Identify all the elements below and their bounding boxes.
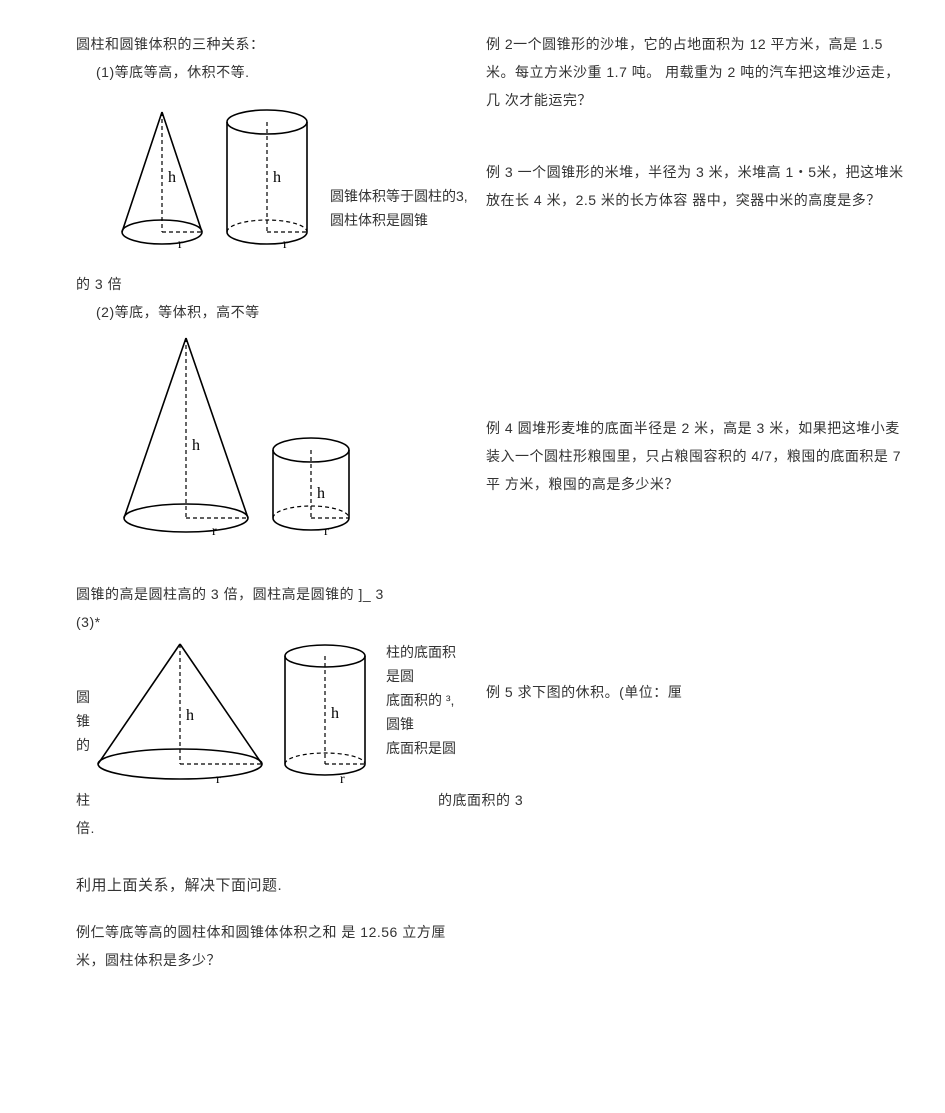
svg-text:h: h <box>168 169 176 186</box>
figure3-left-label: 圆锥的 <box>76 665 90 757</box>
svg-text:r: r <box>216 772 221 786</box>
svg-text:h: h <box>317 485 325 502</box>
svg-text:r: r <box>212 524 217 539</box>
example-1: 例仁等底等高的圆柱体和圆锥体体积之和 是 12.56 立方厘米，圆柱体积是多少？ <box>76 918 468 974</box>
example-2: 例 2一个圆锥形的沙堆，它的占地面积为 12 平方米，高是 1.5 米。每立方米… <box>486 30 905 114</box>
case3-heading: (3)* <box>76 608 468 636</box>
case1-heading: (1)等底等高，休积不等. <box>76 58 468 86</box>
svg-text:r: r <box>324 524 329 539</box>
figure1-caption: 圆锥体积等于圆柱的3,圆柱体积是圆锥 <box>322 184 468 252</box>
figure3-right-label: 柱的底面积是圆 底面积的 ³,圆锥 底面积是圆 <box>380 640 468 786</box>
case3-tail2: 倍. <box>76 814 468 842</box>
svg-text:h: h <box>273 169 281 186</box>
case1-tail: 的 3 倍 <box>76 270 468 298</box>
figure-2: h r h r <box>106 330 468 540</box>
figure3-row: 圆锥的 h r h r <box>76 636 468 786</box>
svg-text:h: h <box>192 437 200 454</box>
figure-1: h r h r <box>112 92 322 252</box>
figure-3: h r h r <box>90 636 380 786</box>
example-4: 例 4 圆堆形麦堆的底面半径是 2 米，高是 3 米，如果把这堆小麦装入一个圆柱… <box>486 414 905 498</box>
case3-tail1: 柱 的底面积的 3 <box>76 786 468 814</box>
case2-heading: (2)等底，等体积，高不等 <box>76 298 468 326</box>
use-relations: 利用上面关系，解决下面问题. <box>76 872 468 900</box>
example-3: 例 3 一个圆锥形的米堆，半径为 3 米，米堆高 1・5米，把这堆米放在长 4 … <box>486 158 905 214</box>
title: 圆柱和圆锥体积的三种关系： <box>76 30 468 58</box>
between-2-3: 圆锥的高是圆柱高的 3 倍，圆柱高是圆锥的 ]_ 3 <box>76 580 468 608</box>
svg-text:h: h <box>331 705 339 722</box>
svg-text:r: r <box>178 237 183 252</box>
svg-text:r: r <box>283 237 288 252</box>
svg-text:r: r <box>340 772 345 786</box>
svg-text:h: h <box>186 707 194 724</box>
example-5: 例 5 求下图的休积。(单位：厘 <box>486 678 905 706</box>
